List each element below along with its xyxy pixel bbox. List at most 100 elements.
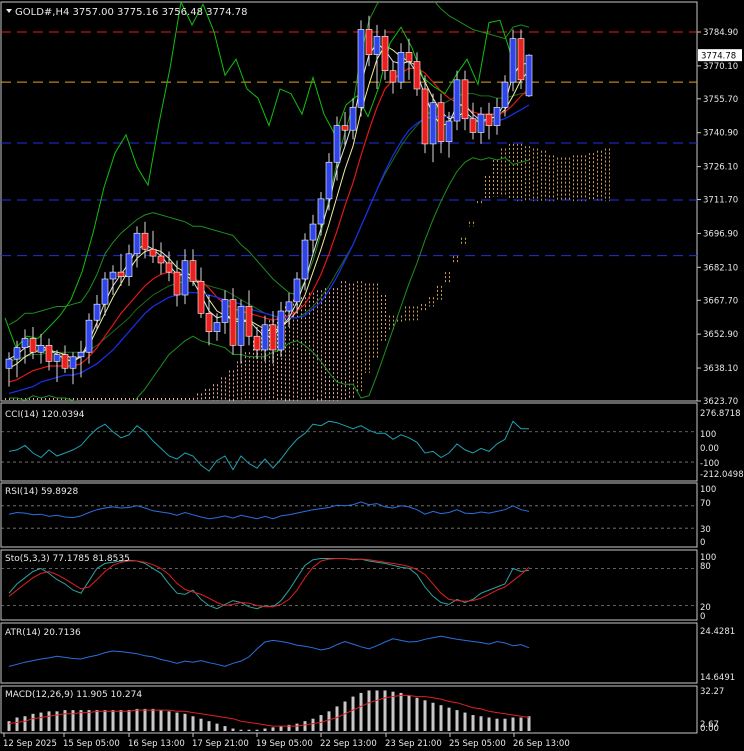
candle-body [45,345,53,362]
price-tick-label: 3711.70 [703,196,738,206]
candle-body [165,262,173,273]
candle-body [357,29,365,108]
candle-body [117,271,125,277]
axis-label: 70 [700,499,711,509]
axis-label: 0.00 [700,444,719,454]
candle-body [525,54,533,97]
candle-body [293,278,301,303]
time-tick-label: 12 Sep 2025 [3,739,57,749]
time-tick-label: 15 Sep 05:00 [63,739,120,749]
cci-axis: 276.8718 100 0.00 -100-212.0498 [700,409,744,480]
candle-body [349,107,357,131]
price-tick-label: 3638.10 [703,364,738,374]
axis-label: 80 [700,562,711,572]
axis-label: 0 [700,612,705,622]
candle-body [405,52,413,62]
candle-body [93,303,101,321]
price-tick-label: 3696.90 [703,229,738,239]
stochastic-panel-frame [0,549,698,621]
candle-body [205,313,213,332]
macd-panel[interactable]: MACD(12,26,9) 11.905 10.274 32.27 2.670.0… [0,685,724,734]
axis-label: 100 [700,553,716,563]
macd-axis: 32.27 2.670.00 [700,687,724,734]
candle-body [509,38,517,83]
axis-label: 100 [700,430,716,440]
candle-body [381,36,389,71]
dropdown-triangle-icon[interactable] [6,9,12,13]
time-tick-label: 26 Sep 13:00 [513,739,570,749]
atr-title: ATR(14) 20.7136 [5,628,81,638]
candle-body [13,347,21,360]
candle-body [341,125,349,131]
candle-body [61,354,69,369]
price-panel[interactable]: 3784.90 3770.10 3755.70 3740.90 3726.10 3711.… [0,0,742,423]
candle-body [109,271,117,280]
axis-label: 24.4281 [700,627,735,637]
stochastic-signal-line [8,558,530,608]
spike-line [4,2,512,349]
candle-body [493,107,501,126]
price-tick-label: 3652.90 [703,330,738,340]
candle-body [189,260,197,282]
time-tick-label: 22 Sep 13:00 [320,739,377,749]
candle-body [469,118,477,133]
candle-body [141,232,149,250]
stochastic-main-line [8,558,530,610]
symbol-header: GOLD#,H4 3757.00 3775.16 3756.48 3774.78 [6,7,247,18]
axis-label: 100 [700,485,716,495]
candle-body [517,38,525,81]
time-tick-label: 16 Sep 13:00 [128,739,185,749]
candle-body [365,29,373,55]
axis-label: 30 [700,525,711,535]
axis-label: 0.00 [700,724,719,734]
price-tick-label: 3726.10 [703,163,738,173]
candle-body [429,102,437,145]
candle-body [309,223,317,241]
atr-panel[interactable]: ATR(14) 20.7136 24.4281 14.6491 [0,622,735,684]
price-tick-label: 3784.90 [703,28,738,38]
candle-body [253,335,261,351]
candle-body [501,81,509,108]
candle-body [269,324,277,351]
candle-body [477,113,485,133]
candle-body [21,338,29,348]
symbol-header-text: GOLD#,H4 3757.00 3775.16 3756.48 3774.78 [15,7,247,18]
lower-band-line [9,157,530,401]
cci-panel[interactable]: CCI(14) 120.0394 276.8718 100 0.00 -100-212… [0,402,744,482]
candle-body [373,36,381,55]
candle-body [77,351,85,358]
candle-body [301,239,309,280]
candle-body [197,280,205,314]
atr-panel-frame [0,622,698,684]
time-tick-label: 19 Sep 05:00 [256,739,313,749]
rsi-panel[interactable]: RSI(14) 59.8928 100 70 30 0 [0,482,716,548]
price-tick-label: 3623.70 [703,397,738,407]
price-tick-label: 3755.70 [703,95,738,105]
time-tick-label: 25 Sep 05:00 [449,739,506,749]
candle-body [213,322,221,332]
macd-title: MACD(12,26,9) 11.905 10.274 [5,690,142,700]
candle-body [221,299,229,323]
candle-body [317,198,325,225]
macd-signal-line [8,694,530,727]
candle-body [333,125,341,163]
candle-body [229,299,237,346]
rsi-panel-frame [0,482,698,548]
candle-body [261,324,269,351]
price-tick-label: 3667.70 [703,296,738,306]
rsi-line [8,501,530,520]
axis-label: 2.67 [700,720,719,730]
axis-label: -212.0498 [700,470,744,480]
candle-body [245,306,253,337]
cci-line [8,420,529,472]
price-panel-frame [0,1,698,402]
candle-body [85,319,93,353]
current-price-tag [698,49,742,62]
candle-body [325,161,333,200]
time-tick-label: 17 Sep 21:00 [192,739,249,749]
price-tick-label: 3740.90 [703,129,738,139]
price-axis: 3784.90 3770.10 3755.70 3740.90 3726.10 3711.… [697,28,742,407]
